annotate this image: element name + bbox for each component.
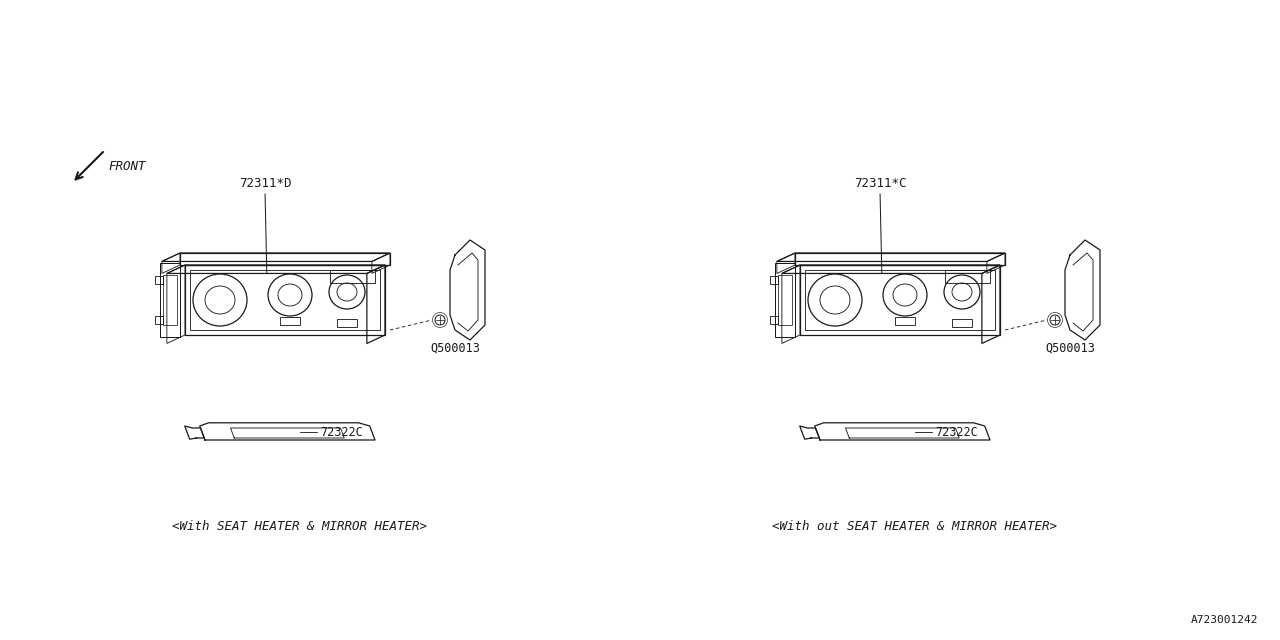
Text: FRONT: FRONT [108,160,146,173]
Text: 72322C: 72322C [934,426,978,438]
Text: 72311*D: 72311*D [239,177,292,190]
Text: <With out SEAT HEATER & MIRROR HEATER>: <With out SEAT HEATER & MIRROR HEATER> [773,520,1057,533]
Text: 72311*C: 72311*C [854,177,906,190]
Text: 72322C: 72322C [320,426,362,438]
Text: Q500013: Q500013 [430,342,480,355]
Text: <With SEAT HEATER & MIRROR HEATER>: <With SEAT HEATER & MIRROR HEATER> [173,520,428,533]
Text: A723001242: A723001242 [1190,615,1258,625]
Text: Q500013: Q500013 [1044,342,1094,355]
